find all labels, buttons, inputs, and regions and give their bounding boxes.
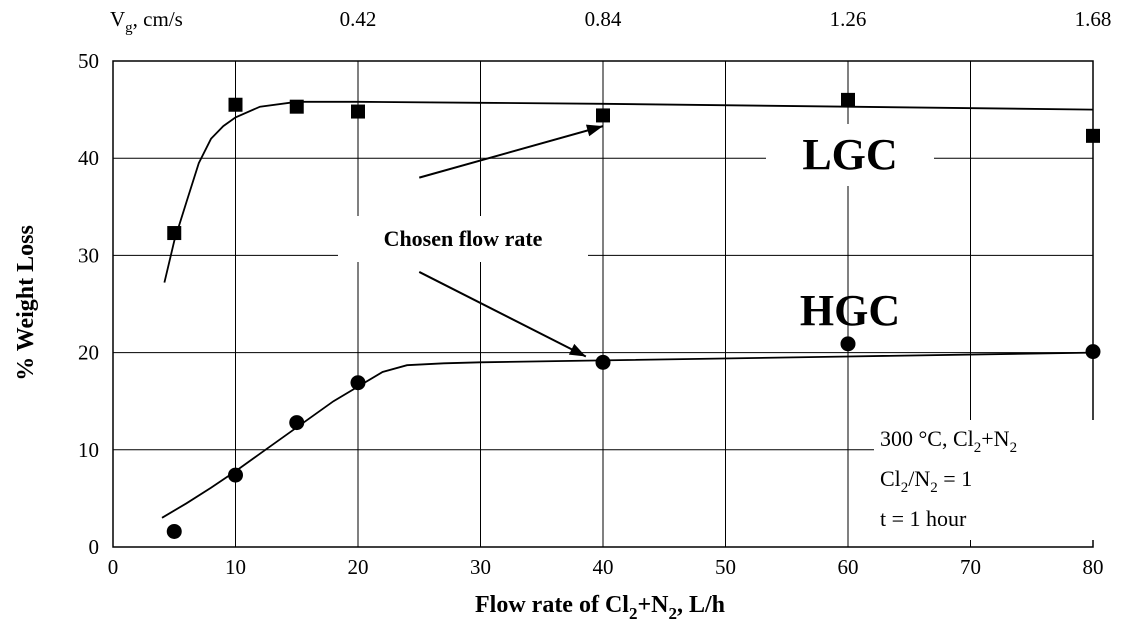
x-axis-title: Flow rate of Cl2+N2, L/h [475,592,725,622]
series [161,92,1101,539]
annotation-arrows [418,124,604,358]
x-tick-label: 70 [960,555,981,579]
y-tick-label: 30 [78,243,99,267]
y-axis-title: % Weight Loss [13,225,39,381]
data-point-hgc [166,523,182,539]
annotation-arrow [418,124,604,179]
data-point-hgc [595,354,611,370]
series-label-lgc: LGC [802,130,897,179]
annotation-text: Chosen flow rate [384,226,543,251]
data-point-hgc [1085,344,1101,360]
x-tick-label: 60 [838,555,859,579]
data-point-lgc [1086,128,1100,143]
top-tick-label: 1.26 [830,7,867,31]
y-tick-label: 20 [78,341,99,365]
conditions-line-3: t = 1 hour [880,506,967,531]
plot-frame [112,60,1094,548]
data-point-lgc [289,99,304,114]
x-tick-label: 50 [715,555,736,579]
x-tick-label: 20 [348,555,369,579]
annotation-bg [338,216,588,262]
series-label-hgc: HGC [800,286,900,335]
data-point-lgc [351,104,365,119]
data-point-hgc [228,467,243,483]
top-tick-label: 0.84 [585,7,622,31]
data-point-lgc [841,92,855,107]
x-tick-label: 30 [470,555,491,579]
y-tick-label: 50 [78,49,99,73]
fit-line-hgc [161,351,1094,519]
conditions-bg [874,420,1098,540]
x-tick-label: 10 [225,555,246,579]
y-tick-label: 0 [89,535,100,559]
lgc-label-bg [766,124,934,186]
data-point-lgc [596,108,610,123]
data-point-hgc [840,336,856,352]
x-tick-label: 0 [108,555,119,579]
top-tick-label: 0.42 [340,7,377,31]
data-point-hgc [289,415,305,431]
annotation-arrow [418,271,587,358]
y-tick-label: 40 [78,146,99,170]
x-tick-label: 80 [1083,555,1104,579]
data-point-lgc [167,226,182,241]
top-axis-title: Vg, cm/s [110,7,183,36]
data-point-lgc [228,97,243,112]
conditions-line-1: 300 °C, Cl2+N2 [880,426,1017,456]
conditions-line-2: Cl2/N2 = 1 [880,466,972,496]
data-point-hgc [350,375,366,391]
y-tick-label: 10 [78,438,99,462]
x-tick-label: 40 [593,555,614,579]
top-tick-label: 1.68 [1075,7,1112,31]
fit-line-lgc [163,100,1094,283]
tick-labels: 0 10 20 30 40 50 60 70 80 0 10 20 30 40 50 0.42 0.84 1.26… [78,7,1111,579]
